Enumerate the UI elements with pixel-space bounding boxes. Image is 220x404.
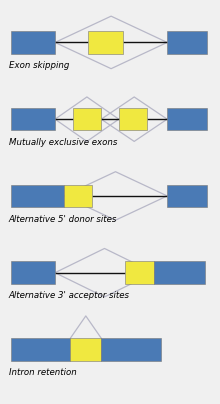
Bar — [119, 108, 147, 130]
Bar — [11, 185, 64, 207]
Text: Alternative 5' donor sites: Alternative 5' donor sites — [9, 215, 117, 223]
Bar — [11, 108, 55, 130]
Bar — [11, 338, 70, 361]
Bar — [154, 261, 205, 284]
Text: Alternative 3' acceptor sites: Alternative 3' acceptor sites — [9, 291, 130, 300]
Bar — [11, 261, 55, 284]
Bar — [11, 31, 55, 54]
Bar — [73, 108, 101, 130]
Bar — [70, 338, 101, 361]
Text: Exon skipping: Exon skipping — [9, 61, 69, 70]
Text: Mutually exclusive exons: Mutually exclusive exons — [9, 138, 117, 147]
Bar — [167, 185, 207, 207]
Text: Intron retention: Intron retention — [9, 368, 77, 377]
Bar — [88, 31, 123, 54]
Bar — [125, 261, 154, 284]
Bar — [101, 338, 161, 361]
Bar — [167, 31, 207, 54]
Bar — [64, 185, 92, 207]
Bar — [167, 108, 207, 130]
